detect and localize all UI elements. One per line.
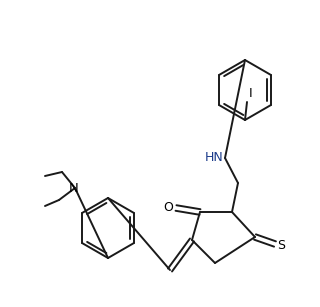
- Text: S: S: [277, 239, 285, 251]
- Text: N: N: [69, 181, 79, 195]
- Text: HN: HN: [204, 150, 223, 164]
- Text: I: I: [249, 87, 252, 100]
- Text: O: O: [163, 200, 173, 213]
